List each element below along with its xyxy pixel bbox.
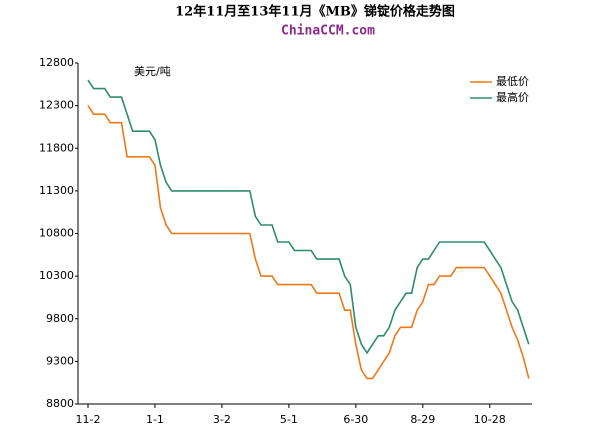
series-line	[87, 105, 530, 380]
y-tick-label: 10800	[39, 227, 74, 240]
y-tick-label: 8800	[46, 397, 74, 410]
series-line	[87, 79, 530, 355]
x-tick-label: 11-2	[76, 413, 101, 426]
x-tick-label: 10-28	[474, 413, 506, 426]
x-tick-label: 6-30	[343, 413, 368, 426]
y-tick-label: 9800	[46, 312, 74, 325]
legend-label: 最低价	[496, 75, 529, 88]
y-axis-label: 美元/吨	[134, 65, 171, 78]
y-tick-label: 9300	[46, 354, 74, 367]
y-tick-label: 11800	[39, 141, 74, 154]
legend-label: 最高价	[496, 90, 529, 104]
y-tick-label: 10300	[39, 269, 74, 282]
chart-title: 12年11月至13年11月《MB》锑锭价格走势图	[175, 4, 455, 20]
chart-subtitle: ChinaCCM.com	[281, 24, 375, 39]
x-tick-label: 3-2	[213, 413, 231, 426]
x-tick-label: 8-29	[410, 413, 435, 426]
y-tick-label: 11300	[39, 184, 74, 197]
x-tick-label: 5-1	[280, 413, 298, 426]
y-tick-label: 12300	[39, 99, 74, 112]
y-tick-label: 12800	[39, 56, 74, 69]
x-tick-label: 1-1	[146, 413, 164, 426]
